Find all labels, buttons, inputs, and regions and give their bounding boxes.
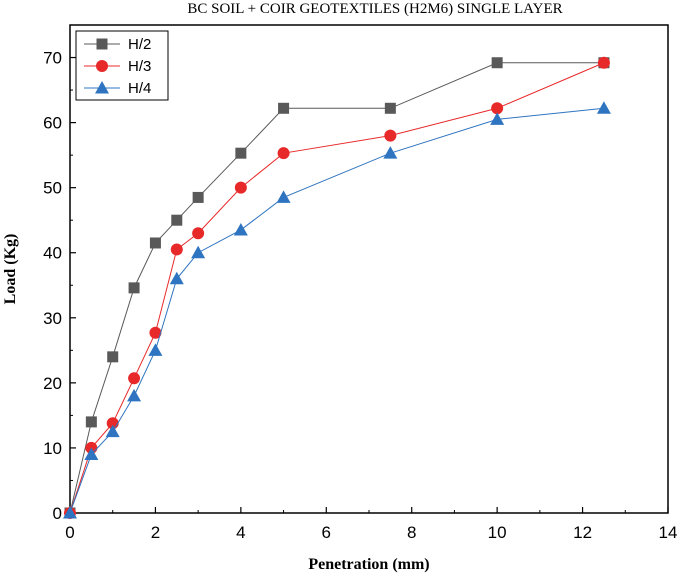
data-point bbox=[597, 56, 610, 69]
data-point bbox=[127, 388, 142, 402]
y-tick-label: 60 bbox=[43, 114, 62, 133]
y-axis: 0 10 20 30 40 50 60 70 bbox=[43, 49, 76, 523]
data-point bbox=[128, 372, 141, 385]
x-tick-label: 2 bbox=[151, 523, 160, 542]
data-point bbox=[63, 506, 77, 519]
data-point bbox=[383, 146, 398, 159]
data-point bbox=[192, 227, 205, 240]
data-point bbox=[170, 243, 183, 256]
legend-label: H/2 bbox=[128, 36, 151, 53]
data-point bbox=[128, 282, 140, 294]
legend-entry: H/4 bbox=[84, 80, 151, 97]
data-point bbox=[192, 191, 204, 203]
data-point bbox=[384, 102, 396, 114]
legend-marker bbox=[96, 60, 108, 72]
data-point bbox=[84, 447, 99, 460]
data-point bbox=[149, 326, 162, 339]
data-point bbox=[169, 271, 184, 285]
y-tick-label: 50 bbox=[43, 179, 62, 198]
data-point bbox=[234, 181, 247, 194]
data-point bbox=[491, 102, 504, 115]
x-tick-label: 12 bbox=[573, 523, 592, 542]
data-point bbox=[596, 101, 611, 114]
legend-entry: H/3 bbox=[84, 58, 151, 75]
legend-entry: H/2 bbox=[84, 36, 151, 53]
data-point bbox=[105, 424, 120, 438]
data-point bbox=[191, 245, 206, 259]
data-point bbox=[384, 129, 397, 142]
data-point bbox=[107, 351, 119, 363]
x-axis-title: Penetration (mm) bbox=[308, 556, 429, 573]
data-point bbox=[235, 147, 247, 159]
x-tick-label: 0 bbox=[65, 523, 74, 542]
data-point bbox=[149, 237, 161, 249]
data-point bbox=[278, 102, 290, 114]
data-point bbox=[276, 190, 291, 203]
series-h-4 bbox=[63, 101, 611, 519]
data-point bbox=[171, 214, 183, 226]
x-axis: 0 2 4 6 8 10 12 14 bbox=[65, 507, 677, 542]
data-point bbox=[85, 416, 97, 428]
legend-label: H/4 bbox=[128, 80, 151, 97]
y-tick-label: 30 bbox=[43, 309, 62, 328]
y-axis-title: Load (Kg) bbox=[2, 234, 19, 305]
series-line bbox=[69, 62, 604, 514]
data-point bbox=[490, 112, 505, 125]
y-tick-label: 20 bbox=[43, 374, 62, 393]
legend-marker bbox=[96, 38, 108, 50]
series-h-3 bbox=[64, 56, 610, 519]
y-tick-label: 0 bbox=[53, 504, 62, 523]
legend-label: H/3 bbox=[128, 58, 151, 75]
legend-marker bbox=[95, 81, 109, 94]
x-tick-label: 6 bbox=[322, 523, 331, 542]
y-tick-label: 70 bbox=[43, 49, 62, 68]
data-point bbox=[233, 222, 248, 236]
x-tick-label: 8 bbox=[407, 523, 416, 542]
legend: H/2 H/3 H/4 bbox=[75, 30, 169, 101]
y-tick-label: 40 bbox=[43, 244, 62, 263]
data-point bbox=[491, 57, 503, 69]
data-point bbox=[277, 147, 290, 160]
y-tick-label: 10 bbox=[43, 439, 62, 458]
series-layer bbox=[63, 56, 611, 519]
data-point bbox=[148, 343, 163, 356]
series-line bbox=[69, 107, 604, 514]
x-tick-label: 4 bbox=[236, 523, 245, 542]
x-tick-label: 10 bbox=[488, 523, 507, 542]
chart-title: BC SOIL + COIR GEOTEXTILES (H2M6) SINGLE… bbox=[187, 1, 562, 17]
series-h-2 bbox=[64, 57, 610, 519]
x-tick-label: 14 bbox=[659, 523, 678, 542]
series-line bbox=[69, 62, 605, 514]
